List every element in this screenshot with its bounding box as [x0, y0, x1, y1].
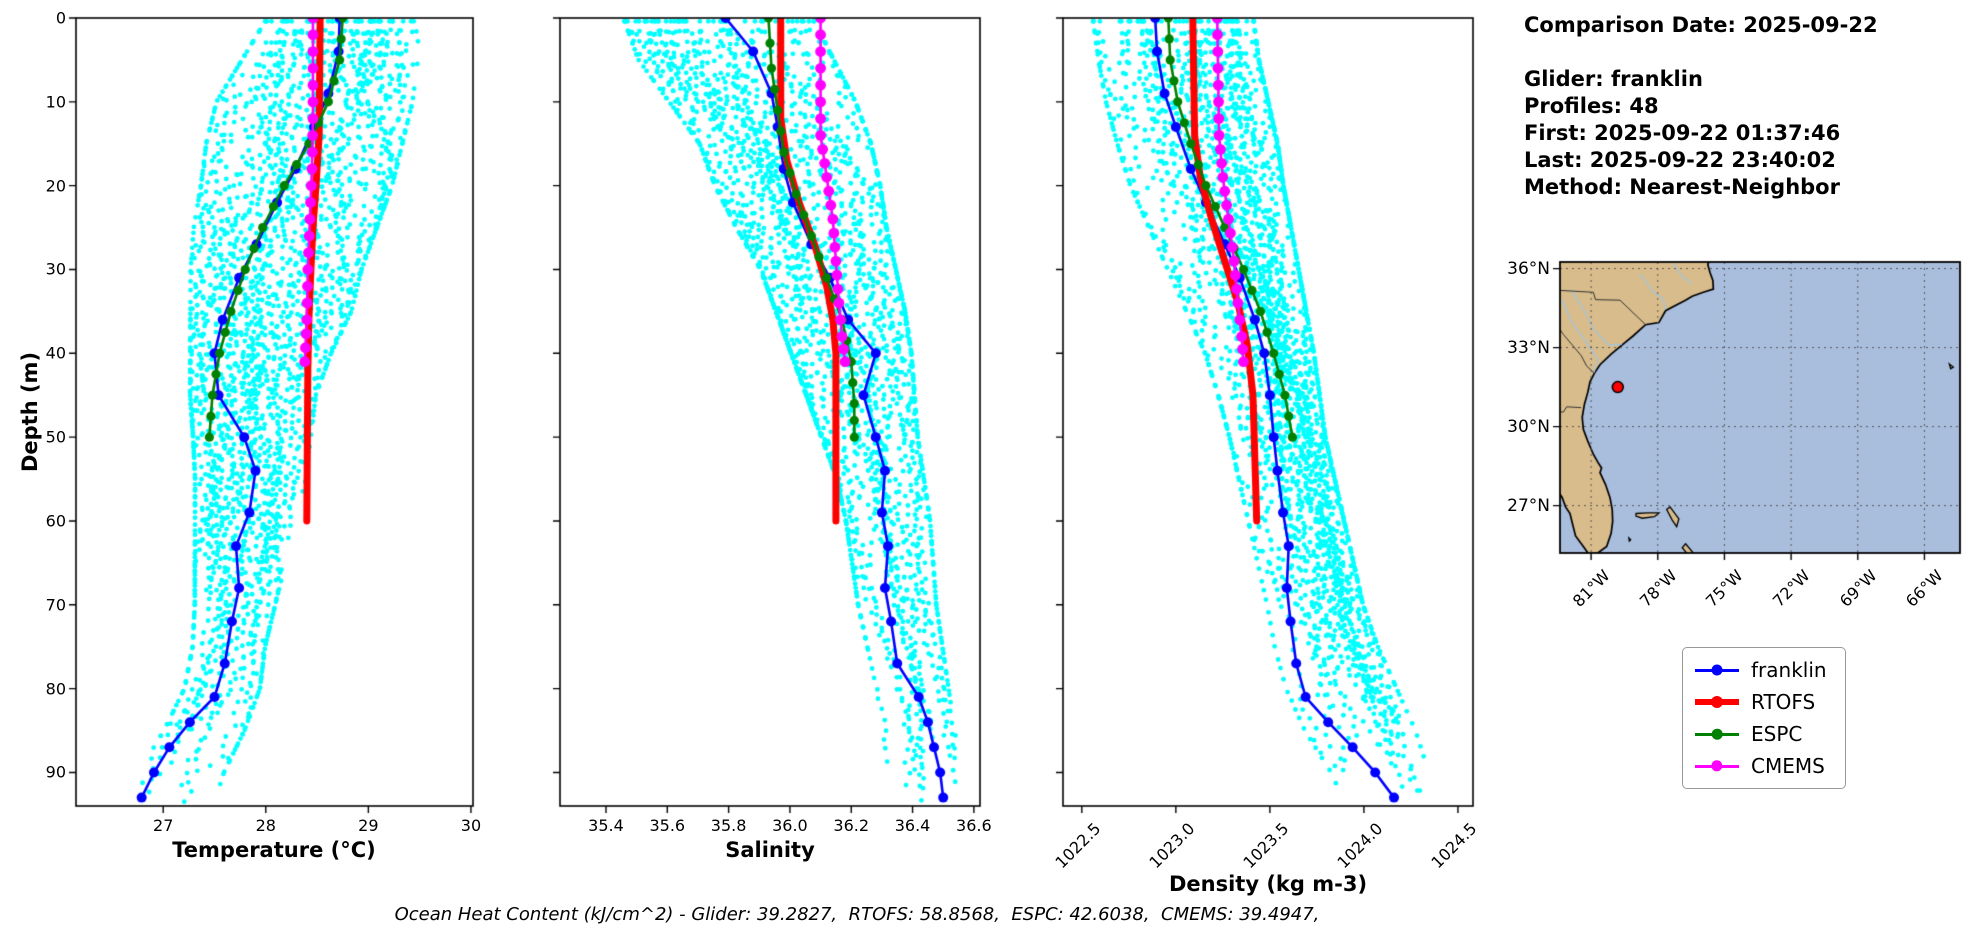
legend-marker-dot: [1711, 728, 1723, 740]
legend-marker-dot: [1711, 760, 1723, 772]
legend-label: RTOFS: [1751, 690, 1816, 714]
legend: franklin RTOFS ESPC CMEMS: [1682, 647, 1846, 789]
info-profiles: Profiles: 48: [1524, 94, 1659, 118]
legend-item-franklin: franklin: [1695, 658, 1827, 682]
legend-line-swatch: [1695, 728, 1739, 740]
info-comparison-date: Comparison Date: 2025-09-22: [1524, 13, 1878, 37]
legend-line-swatch: [1695, 760, 1739, 772]
ocean-heat-content-annotation: Ocean Heat Content (kJ/cm^2) - Glider: 3…: [394, 904, 1320, 925]
info-glider: Glider: franklin: [1524, 67, 1703, 91]
info-first: First: 2025-09-22 01:37:46: [1524, 121, 1841, 145]
info-spacer: [1524, 39, 1878, 66]
legend-item-rtofs: RTOFS: [1695, 690, 1827, 714]
legend-label: CMEMS: [1751, 754, 1825, 778]
y-axis-label-depth: Depth (m): [18, 351, 42, 473]
legend-marker-dot: [1711, 696, 1723, 708]
x-axis-label-temperature: Temperature (°C): [172, 838, 376, 862]
legend-item-espc: ESPC: [1695, 722, 1827, 746]
legend-item-cmems: CMEMS: [1695, 754, 1827, 778]
info-method: Method: Nearest-Neighbor: [1524, 175, 1840, 199]
legend-label: franklin: [1751, 658, 1827, 682]
comparison-info-panel: Comparison Date: 2025-09-22 Glider: fran…: [1524, 12, 1878, 201]
info-last: Last: 2025-09-22 23:40:02: [1524, 148, 1836, 172]
x-axis-label-density: Density (kg m-3): [1168, 872, 1368, 896]
legend-line-swatch: [1695, 664, 1739, 676]
legend-label: ESPC: [1751, 722, 1803, 746]
x-axis-label-salinity: Salinity: [725, 838, 815, 862]
legend-line-swatch: [1695, 696, 1739, 708]
legend-marker-dot: [1711, 664, 1723, 676]
